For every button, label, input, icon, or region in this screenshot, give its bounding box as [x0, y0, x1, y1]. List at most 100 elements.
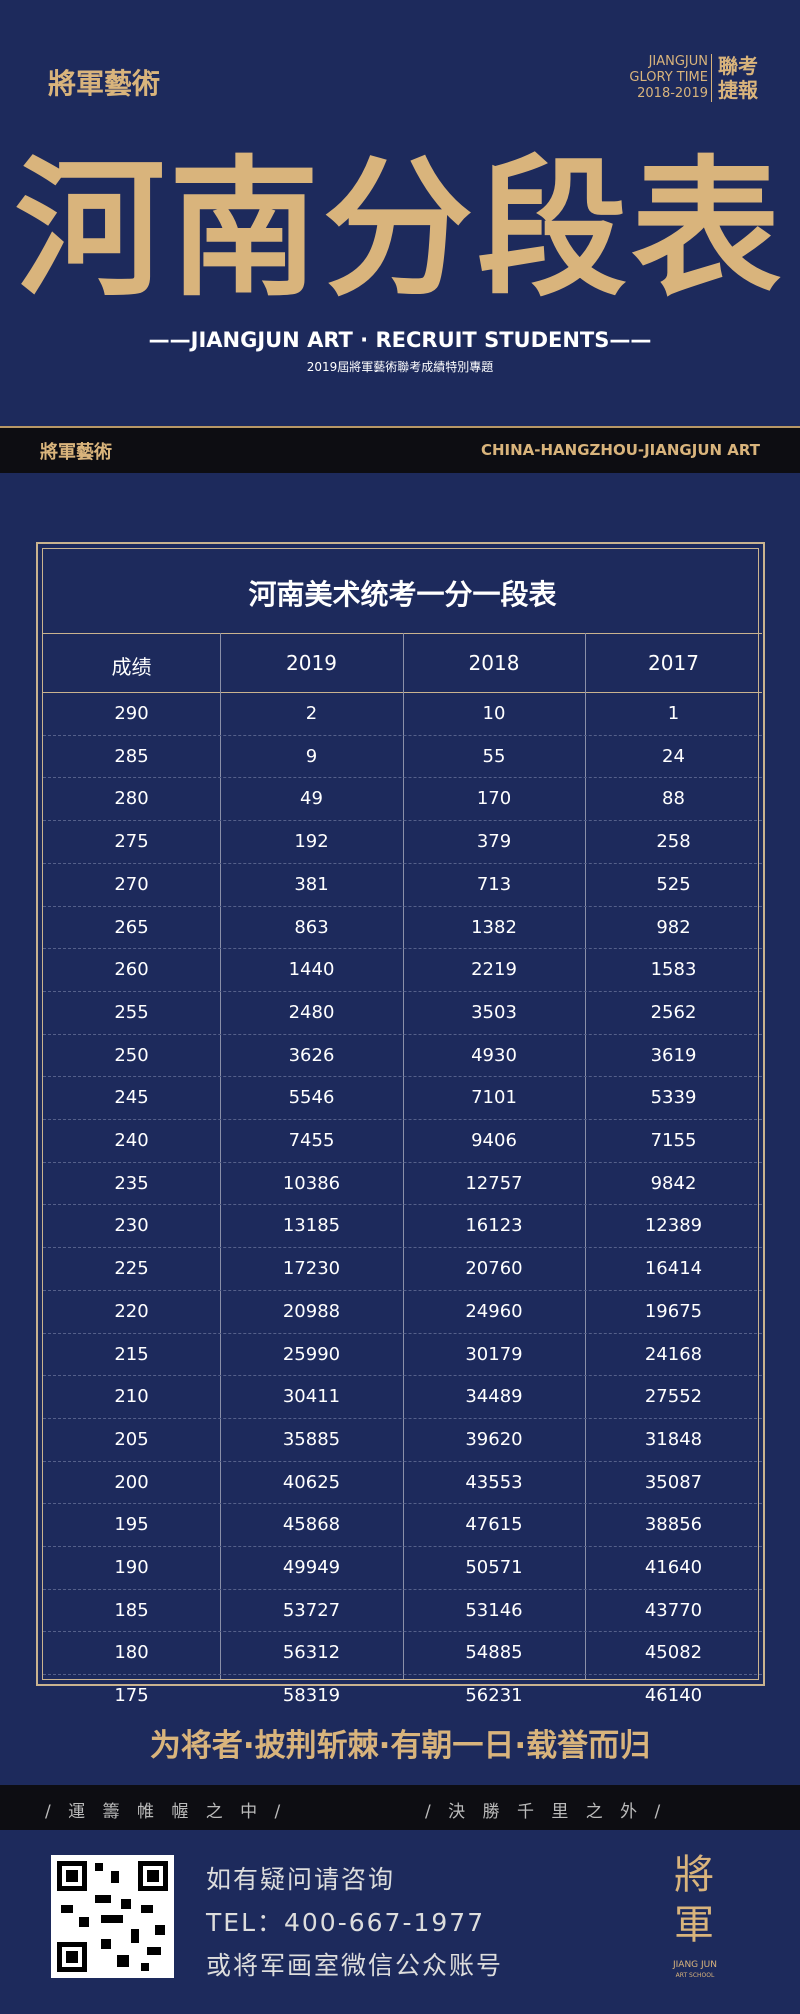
- subtitle: 2019屆將軍藝術聯考成績特別專題: [306, 360, 494, 374]
- table-inner: 河南美术统考一分一段表 成绩 2019 2018 2017 290 2 10 1 285 9 55 24…: [42, 548, 762, 1706]
- rule: [43, 692, 762, 693]
- table-cell: 258: [656, 831, 691, 853]
- table-cell: 9: [305, 745, 318, 767]
- table-cell: 10: [482, 703, 506, 724]
- column-divider: [585, 633, 586, 1679]
- table-cell: 38856: [644, 1514, 703, 1536]
- table-cell: 381: [294, 873, 329, 895]
- strip: 將軍藝術 CHINA-HANGZHOU-JIANGJUN ART: [0, 426, 800, 473]
- row-divider: [43, 1375, 762, 1377]
- table-cell: 2480: [288, 1001, 335, 1023]
- row-divider: [43, 1417, 762, 1419]
- table-cell: 1: [667, 703, 680, 724]
- table-cell: 215: [114, 1343, 149, 1365]
- table-cell: 260: [114, 959, 149, 981]
- row-divider: [43, 777, 762, 779]
- table-cell: 713: [476, 873, 512, 895]
- column-header: 2019: [286, 651, 337, 675]
- table-cell: 46140: [644, 1685, 703, 1707]
- row-divider: [43, 1033, 762, 1035]
- table-cell: 56312: [282, 1642, 341, 1664]
- table-cell: 1440: [288, 959, 335, 981]
- table-cell: 2: [305, 703, 318, 724]
- strip-logo: 將軍藝術: [40, 442, 112, 463]
- table-cell: 30411: [282, 1386, 341, 1408]
- table-cell: 13185: [282, 1215, 341, 1237]
- row-divider: [43, 1247, 762, 1249]
- row-divider: [43, 1674, 762, 1676]
- row-divider: [43, 1076, 762, 1078]
- row-divider: [43, 1588, 762, 1590]
- contact: 或将军画室微信公众账号: [206, 1951, 504, 1980]
- table-cell: 16123: [465, 1215, 523, 1237]
- table-cell: 39620: [465, 1428, 523, 1450]
- row-divider: [43, 1332, 762, 1334]
- table-cell: 3626: [288, 1044, 335, 1066]
- table-cell: 230: [114, 1215, 149, 1237]
- table-cell: 58319: [282, 1685, 341, 1707]
- strip-location: CHINA-HANGZHOU-JIANGJUN ART: [480, 441, 760, 459]
- table-cell: 245: [114, 1087, 149, 1109]
- brand-line: GLORY TIME: [629, 70, 708, 85]
- row-divider: [43, 905, 762, 907]
- row-divider: [43, 1119, 762, 1120]
- table-cell: 525: [656, 873, 691, 895]
- table-cell: 50571: [465, 1557, 523, 1578]
- table-cell: 24: [662, 745, 685, 767]
- row-divider: [43, 1161, 762, 1163]
- table-cell: 49: [300, 788, 323, 810]
- table-cell: 863: [294, 916, 329, 938]
- table-cell: 17230: [282, 1258, 341, 1280]
- table-cell: 56231: [465, 1685, 523, 1707]
- row-divider: [43, 1204, 762, 1206]
- table-cell: 3503: [471, 1001, 517, 1023]
- contact: TEL：400-667-1977: [206, 1908, 486, 1937]
- table-cell: 31848: [644, 1428, 703, 1450]
- table-cell: 982: [656, 916, 691, 938]
- table-cell: 19675: [644, 1300, 703, 1322]
- row-divider: [43, 734, 762, 736]
- table-cell: 185: [114, 1599, 149, 1621]
- column-header: 2017: [648, 651, 699, 675]
- table-cell: 250: [114, 1044, 149, 1066]
- table-cell: 5339: [650, 1087, 697, 1109]
- table-cell: 225: [114, 1258, 149, 1280]
- row-divider: [43, 862, 762, 864]
- tagline: ——JIANGJUN ART · RECRUIT STUDENTS——: [148, 328, 652, 352]
- table-cell: 34489: [465, 1386, 523, 1408]
- row-divider: [43, 948, 762, 950]
- table-cell: 45868: [282, 1514, 341, 1536]
- table-cell: 53727: [282, 1599, 341, 1621]
- table-cell: 1583: [650, 959, 697, 981]
- row-divider: [43, 1460, 762, 1462]
- table-cell: 7101: [471, 1087, 517, 1109]
- table-cell: 270: [114, 873, 149, 895]
- table-cell: 20988: [282, 1300, 341, 1322]
- table-cell: 43770: [644, 1599, 703, 1621]
- table-cell: 24960: [465, 1300, 523, 1322]
- logo: 將軍藝術: [48, 67, 161, 100]
- motto-strip: / 運 籌 帷 幄 之 中 / / 決 勝 千 里 之 外 /: [0, 1785, 800, 1830]
- table-cell: 170: [476, 788, 512, 810]
- table-cell: 379: [476, 831, 512, 853]
- table-cell: 265: [114, 916, 149, 938]
- table-cell: 4930: [471, 1044, 517, 1066]
- table-cell: 40625: [282, 1471, 341, 1493]
- table-cell: 195: [114, 1514, 149, 1536]
- table-cell: 30179: [465, 1343, 523, 1365]
- column-divider: [403, 633, 404, 1679]
- table-cell: 5546: [288, 1087, 335, 1109]
- row-divider: [43, 820, 762, 822]
- table-cell: 55: [482, 745, 506, 767]
- table-cell: 20760: [465, 1258, 523, 1280]
- table-cell: 35087: [644, 1471, 703, 1493]
- table-cell: 12389: [644, 1215, 703, 1237]
- row-divider: [43, 1289, 762, 1291]
- table-cell: 88: [662, 788, 685, 810]
- table-cell: 210: [114, 1386, 149, 1408]
- table-cell: 192: [294, 831, 329, 853]
- badge: 聯考捷報: [711, 54, 762, 102]
- footer-logo: 將軍: [674, 1852, 714, 1948]
- table-cell: 275: [114, 831, 149, 853]
